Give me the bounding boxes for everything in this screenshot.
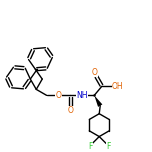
Text: O: O [92, 68, 98, 77]
Text: O: O [56, 91, 61, 100]
Text: NH: NH [77, 91, 88, 100]
Text: F: F [106, 142, 110, 151]
Text: F: F [88, 142, 92, 151]
Text: OH: OH [112, 82, 124, 91]
Text: O: O [67, 106, 73, 115]
Polygon shape [94, 95, 102, 107]
